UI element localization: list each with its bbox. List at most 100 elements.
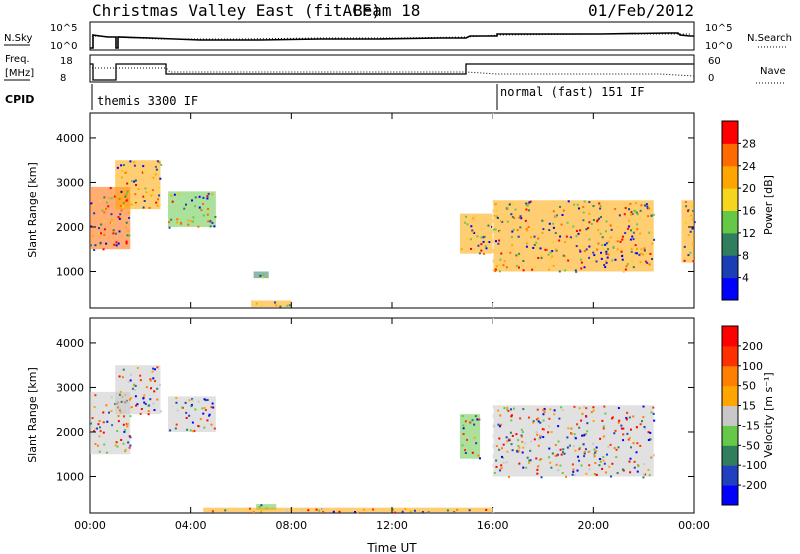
echo-pixel — [506, 450, 509, 453]
echo-pixel — [122, 368, 125, 371]
echo-pixel — [552, 210, 555, 213]
echo-pixel — [542, 228, 545, 231]
colorbar-tick-label: 12 — [742, 227, 756, 240]
echo-pixel — [128, 435, 131, 438]
echo-pixel — [568, 444, 571, 447]
echo-pixel — [516, 450, 519, 453]
echo-pixel — [626, 205, 629, 208]
nsky-tick-high: 10^5 — [50, 23, 77, 34]
echo-pixel — [506, 220, 509, 223]
echo-pixel — [533, 235, 536, 238]
echo-pixel — [637, 465, 640, 468]
echo-pixel — [576, 469, 579, 472]
echo-pixel — [154, 165, 157, 168]
echo-pixel — [689, 230, 692, 233]
echo-pixel — [685, 205, 688, 208]
echo-pixel — [456, 508, 459, 511]
echo-pixel — [590, 222, 593, 225]
echo-pixel — [463, 221, 466, 224]
echo-pixel — [142, 206, 145, 209]
echo-pixel — [582, 206, 585, 209]
echo-pixel — [633, 460, 636, 463]
echo-pixel — [354, 511, 357, 514]
echo-pixel — [191, 199, 194, 202]
echo-pixel — [190, 220, 193, 223]
colorbar-segment — [722, 277, 738, 301]
plot-title: Christmas Valley East (fitACF) — [92, 1, 381, 20]
echo-pixel — [579, 250, 582, 253]
echo-pixel — [142, 195, 145, 198]
echo-pixel — [687, 210, 690, 213]
echo-pixel — [189, 429, 192, 432]
echo-pixel — [105, 242, 108, 245]
colorbar-segment — [722, 210, 738, 234]
y-tick-label: 4000 — [56, 132, 84, 145]
echo-pixel — [115, 244, 118, 247]
echo-pixel — [585, 432, 588, 435]
echo-pixel — [599, 207, 602, 210]
echo-pixel — [99, 243, 102, 246]
echo-pixel — [631, 260, 634, 263]
echo-pixel — [478, 252, 481, 255]
echo-pixel — [485, 247, 488, 250]
echo-pixel — [509, 251, 512, 254]
nsearch-trace — [91, 33, 690, 40]
echo-pixel — [120, 170, 123, 173]
echo-pixel — [460, 248, 463, 251]
echo-pixel — [612, 416, 615, 419]
echo-pixel — [631, 226, 634, 229]
echo-pixel — [692, 209, 695, 212]
echo-pixel — [592, 419, 595, 422]
y-tick-label: 3000 — [56, 381, 84, 394]
echo-pixel — [652, 213, 655, 216]
echo-pixel — [177, 192, 180, 195]
echo-pixel — [174, 427, 177, 430]
echo-pixel — [116, 166, 119, 169]
echo-pixel — [158, 187, 161, 190]
echo-pixel — [466, 237, 469, 240]
echo-pixel — [101, 209, 104, 212]
echo-pixel — [647, 207, 650, 210]
echo-pixel — [598, 464, 601, 467]
echo-pixel — [510, 235, 513, 238]
echo-pixel — [123, 415, 126, 418]
echo-pixel — [649, 252, 652, 255]
echo-pixel — [632, 442, 635, 445]
echo-pixel — [597, 229, 600, 232]
echo-pixel — [576, 203, 579, 206]
echo-pixel — [520, 434, 523, 437]
echo-pixel — [525, 208, 528, 211]
echo-pixel — [602, 459, 605, 462]
echo-pixel — [634, 202, 637, 205]
echo-pixel — [208, 413, 211, 416]
echo-pixel — [503, 407, 506, 410]
echo-pixel — [98, 232, 101, 235]
echo-pixel — [646, 205, 649, 208]
echo-pixel — [471, 419, 474, 422]
echo-pixel — [628, 225, 631, 228]
echo-pixel — [499, 230, 502, 233]
echo-pixel — [580, 464, 583, 467]
echo-pixel — [582, 245, 585, 248]
echo-pixel — [588, 245, 591, 248]
echo-pixel — [630, 250, 633, 253]
echo-pixel — [110, 396, 113, 399]
nsky-panel-frame — [89, 21, 695, 51]
echo-pixel — [401, 510, 404, 513]
power-colorbar: 4 8 12 16 20 24 28 — [721, 120, 756, 301]
echo-pixel — [143, 401, 146, 404]
echo-pixel — [520, 435, 523, 438]
echo-pixel — [506, 408, 509, 411]
echo-pixel — [592, 219, 595, 222]
echo-pixel — [540, 256, 543, 259]
echo-pixel — [505, 461, 508, 464]
nsearch-label: N.Search — [747, 33, 792, 44]
echo-pixel — [175, 221, 178, 224]
echo-pixel — [648, 474, 651, 477]
echo-region-fill — [459, 213, 493, 254]
echo-pixel — [689, 251, 692, 254]
echo-region-fill — [492, 200, 654, 272]
echo-pixel — [152, 367, 155, 370]
echo-pixel — [538, 458, 541, 461]
echo-region — [492, 405, 656, 479]
